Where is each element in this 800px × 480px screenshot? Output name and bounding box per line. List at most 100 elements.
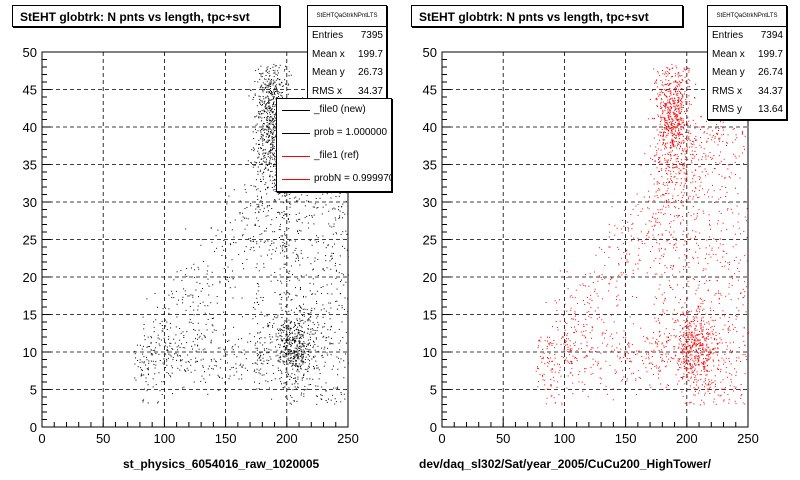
data-point (649, 145, 651, 147)
data-point (264, 111, 266, 113)
data-point (648, 190, 650, 192)
data-point (683, 186, 685, 188)
data-point (539, 340, 541, 342)
data-point (702, 309, 703, 311)
data-point (264, 106, 266, 108)
data-point (285, 213, 287, 215)
data-point (331, 258, 333, 260)
data-point (271, 149, 273, 151)
data-point (339, 215, 341, 217)
data-point (704, 300, 706, 301)
data-point (270, 152, 272, 154)
data-point (663, 194, 665, 195)
data-point (721, 134, 723, 136)
data-point (666, 200, 667, 202)
data-point (337, 368, 339, 370)
data-point (705, 358, 707, 360)
data-point (259, 101, 261, 103)
data-point (286, 361, 287, 362)
data-point (273, 147, 275, 149)
data-point (667, 134, 669, 136)
data-point (340, 281, 341, 283)
data-point (684, 360, 686, 362)
data-point (694, 379, 696, 381)
data-point (279, 353, 281, 355)
data-point (688, 132, 690, 134)
data-point (216, 365, 217, 367)
data-point (256, 217, 258, 219)
data-point (669, 69, 671, 71)
data-point (309, 333, 311, 335)
data-point (309, 378, 311, 380)
data-point (279, 328, 281, 330)
data-point (229, 369, 231, 371)
data-point (260, 65, 262, 67)
data-point (648, 200, 650, 202)
data-point (289, 322, 291, 324)
data-point (653, 351, 655, 353)
data-point (667, 83, 669, 85)
data-point (280, 252, 282, 254)
data-point (268, 136, 270, 138)
data-point (143, 361, 145, 363)
data-point (664, 106, 666, 108)
data-point (258, 270, 260, 272)
data-point (247, 160, 249, 162)
data-point (272, 180, 274, 182)
data-point (675, 134, 677, 136)
data-point (704, 366, 706, 368)
data-point (565, 344, 567, 346)
data-point (720, 294, 722, 296)
data-point (670, 233, 672, 235)
data-point (696, 154, 698, 155)
data-point (330, 326, 332, 328)
data-point (691, 153, 693, 155)
data-point (292, 358, 294, 360)
data-point (711, 139, 713, 141)
data-point (274, 165, 276, 167)
data-point (294, 240, 296, 242)
data-point (168, 338, 169, 340)
data-point (662, 144, 664, 146)
data-point (725, 342, 727, 344)
data-point (180, 332, 182, 334)
data-point (710, 337, 712, 339)
data-point (249, 237, 251, 239)
data-point (683, 333, 685, 335)
data-point (273, 165, 274, 167)
data-point (684, 148, 686, 150)
data-point (685, 241, 687, 242)
data-point (224, 209, 226, 211)
data-point (200, 359, 202, 361)
data-point (697, 379, 699, 381)
data-point (547, 340, 548, 342)
data-point (563, 343, 565, 345)
data-point (318, 324, 320, 326)
data-point (270, 82, 272, 84)
data-point (289, 334, 291, 336)
data-point (747, 260, 748, 262)
data-point (258, 388, 260, 390)
data-point (687, 328, 689, 330)
data-point (203, 260, 205, 262)
data-point (271, 111, 273, 113)
data-point (329, 225, 331, 227)
data-point (656, 152, 658, 154)
data-point (665, 142, 667, 144)
data-point (288, 350, 290, 352)
data-point (682, 148, 684, 150)
data-point (310, 351, 312, 353)
data-point (594, 271, 595, 273)
data-point (658, 248, 660, 250)
data-point (171, 365, 173, 367)
data-point (276, 351, 278, 353)
data-point (322, 336, 324, 338)
data-point (687, 334, 689, 336)
data-point (297, 231, 299, 233)
data-point (743, 145, 745, 147)
data-point (701, 384, 703, 386)
data-point (313, 367, 315, 369)
data-point (283, 356, 285, 358)
data-point (299, 323, 301, 325)
data-point (688, 329, 690, 331)
